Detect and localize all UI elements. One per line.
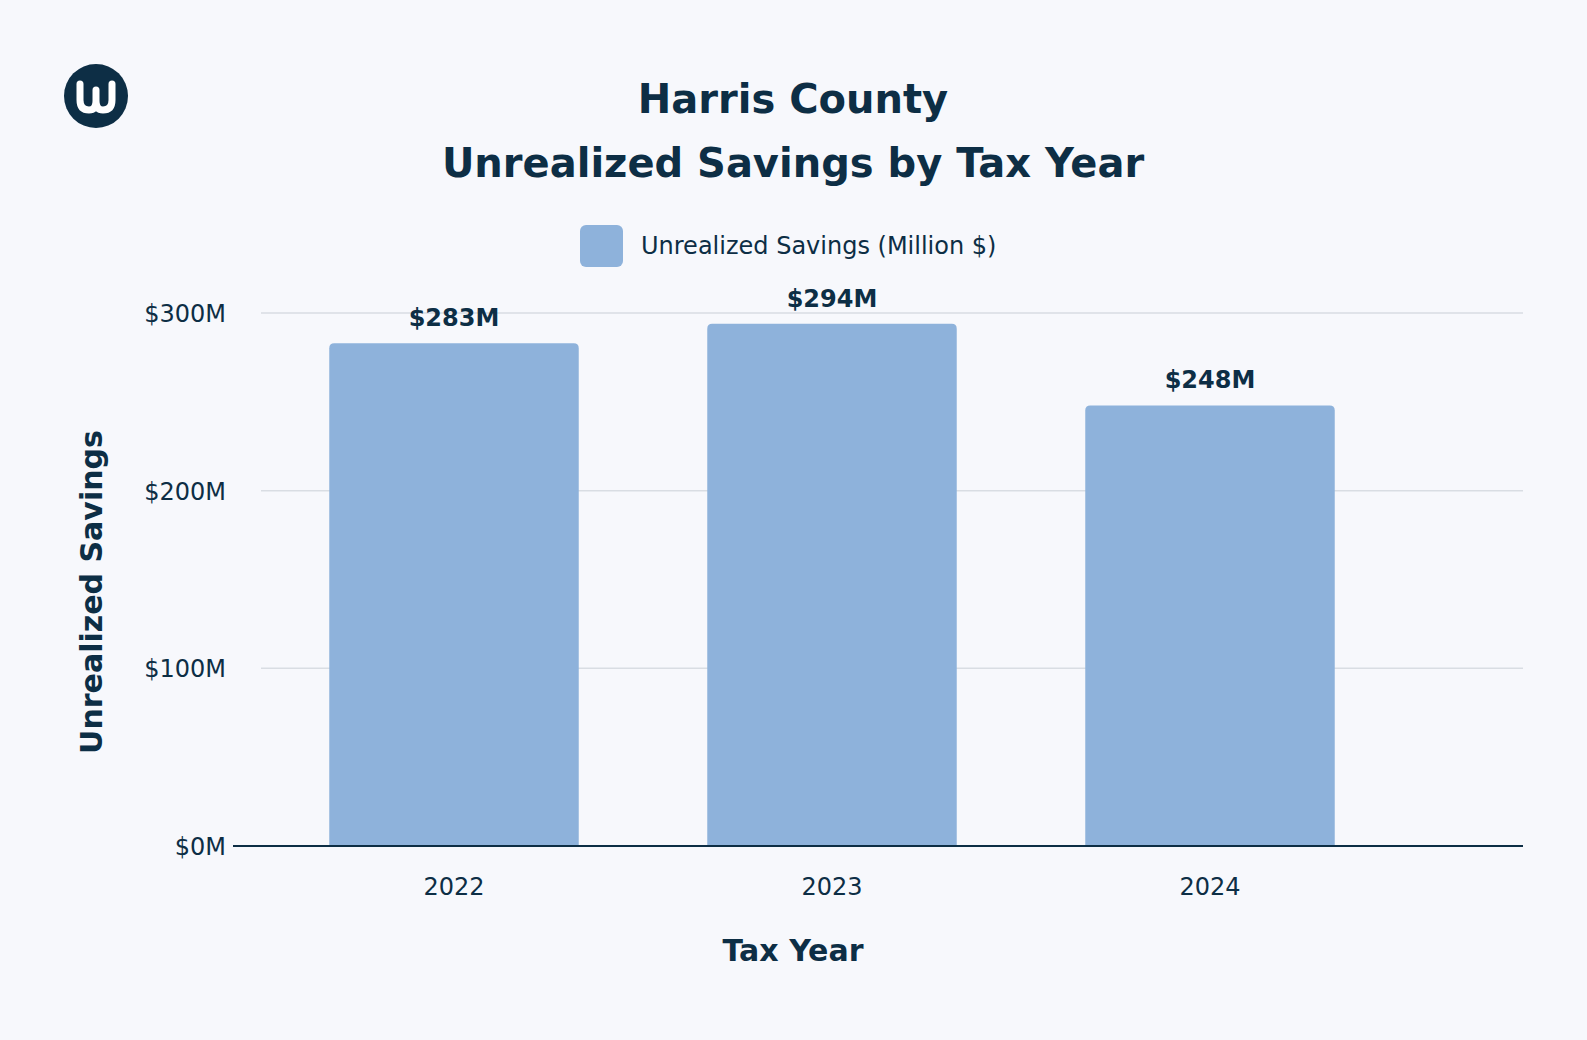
bar [329, 343, 578, 846]
y-tick-label: $300M [144, 300, 226, 328]
bar [1085, 405, 1334, 846]
legend-label: Unrealized Savings (Million $) [641, 232, 996, 260]
subtitle: Unrealized Savings by Tax Year [442, 140, 1145, 186]
logo-mark [80, 84, 112, 110]
x-tick-label: 2023 [801, 873, 862, 901]
data-label: $283M [409, 304, 500, 332]
chart: Harris County Unrealized Savings by Tax Y… [0, 0, 1587, 1040]
background [0, 0, 1587, 1040]
y-tick-label: $200M [144, 478, 226, 506]
legend-swatch [580, 225, 623, 267]
x-tick-label: 2024 [1179, 873, 1240, 901]
data-label: $248M [1165, 366, 1256, 394]
y-tick-label: $0M [175, 833, 226, 861]
x-axis-title: Tax Year [723, 933, 864, 968]
data-label: $294M [787, 285, 878, 313]
y-axis-title: Unrealized Savings [74, 430, 109, 754]
y-tick-label: $100M [144, 655, 226, 683]
title: Harris County [638, 76, 948, 122]
x-tick-label: 2022 [423, 873, 484, 901]
logo [64, 64, 128, 128]
bar [707, 324, 956, 846]
x-axis-line [233, 845, 1523, 847]
legend: Unrealized Savings (Million $) [580, 225, 996, 267]
logo-circle [64, 64, 128, 128]
bars [329, 324, 1334, 846]
